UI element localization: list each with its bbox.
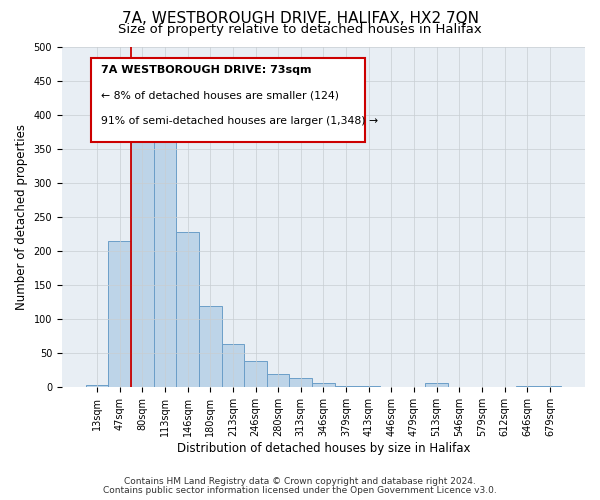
Y-axis label: Number of detached properties: Number of detached properties [15, 124, 28, 310]
Bar [539, 386, 561, 388]
Bar [176, 232, 199, 388]
Text: Contains public sector information licensed under the Open Government Licence v3: Contains public sector information licen… [103, 486, 497, 495]
Bar [516, 386, 539, 388]
Bar [403, 386, 425, 388]
Bar [380, 386, 403, 388]
Bar [335, 386, 358, 388]
Bar [154, 135, 176, 388]
Bar [448, 386, 470, 388]
Bar [131, 112, 154, 388]
Bar [199, 306, 221, 388]
Bar [221, 344, 244, 388]
FancyBboxPatch shape [91, 58, 365, 142]
Bar [289, 378, 312, 388]
Text: 7A WESTBOROUGH DRIVE: 73sqm: 7A WESTBOROUGH DRIVE: 73sqm [101, 65, 311, 75]
Bar [244, 362, 267, 388]
Text: 91% of semi-detached houses are larger (1,348) →: 91% of semi-detached houses are larger (… [101, 116, 378, 126]
Bar [109, 241, 131, 388]
Text: 7A, WESTBOROUGH DRIVE, HALIFAX, HX2 7QN: 7A, WESTBOROUGH DRIVE, HALIFAX, HX2 7QN [121, 11, 479, 26]
Bar [86, 386, 109, 388]
Bar [267, 374, 289, 388]
Text: Contains HM Land Registry data © Crown copyright and database right 2024.: Contains HM Land Registry data © Crown c… [124, 477, 476, 486]
Bar [358, 386, 380, 388]
Bar [425, 384, 448, 388]
Text: ← 8% of detached houses are smaller (124): ← 8% of detached houses are smaller (124… [101, 91, 339, 101]
Text: Size of property relative to detached houses in Halifax: Size of property relative to detached ho… [118, 22, 482, 36]
Bar [312, 382, 335, 388]
X-axis label: Distribution of detached houses by size in Halifax: Distribution of detached houses by size … [177, 442, 470, 455]
